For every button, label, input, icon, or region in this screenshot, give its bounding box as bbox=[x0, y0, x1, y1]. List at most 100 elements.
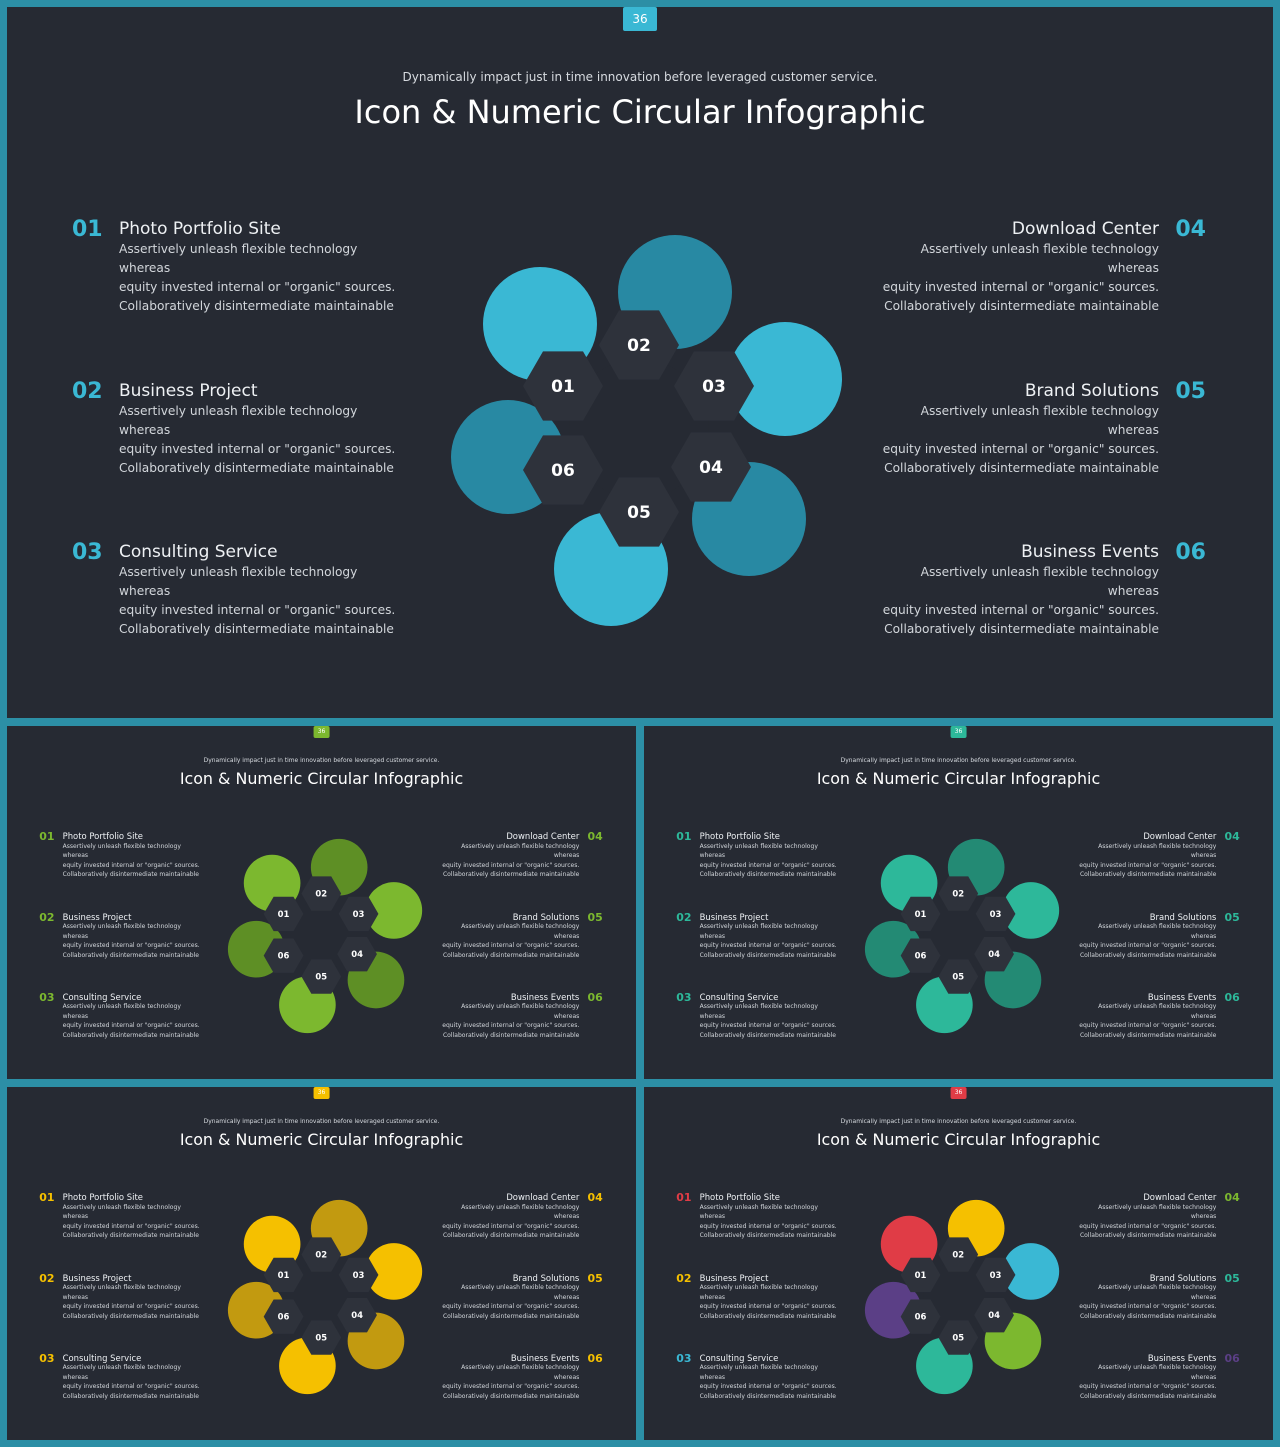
item-title: Consulting Service bbox=[119, 542, 278, 562]
item-06: 06 Business Events Assertively unleash fle… bbox=[869, 540, 1206, 636]
hexagon-shape bbox=[938, 876, 978, 912]
item-title: Business Events bbox=[510, 1352, 580, 1363]
hexagon-shape bbox=[900, 897, 941, 932]
item-number: 04 bbox=[1175, 217, 1206, 242]
slide-subtitle: Dynamically impact just in time innovati… bbox=[840, 1118, 1077, 1126]
item-number: 05 bbox=[1175, 379, 1206, 404]
hexagon-shape bbox=[938, 959, 978, 995]
hexagon-shape bbox=[523, 351, 603, 421]
item-number: 02 bbox=[39, 1271, 55, 1285]
hexagon-shape bbox=[671, 432, 751, 502]
item-description: Assertively unleash flexible technology … bbox=[1079, 1284, 1217, 1320]
hexagon-label: 02 bbox=[952, 889, 964, 899]
hexagon-shape bbox=[973, 937, 1014, 972]
item-number: 06 bbox=[587, 1351, 603, 1365]
hexagon-shape bbox=[900, 1299, 941, 1335]
item-title: Business Events bbox=[1147, 1352, 1217, 1363]
petal-03 bbox=[1002, 1243, 1059, 1301]
item-description: Assertively unleash flexible technology … bbox=[699, 1203, 837, 1240]
item-number: 05 bbox=[587, 910, 603, 924]
hexagon-label: 04 bbox=[988, 1311, 1000, 1321]
item-04: 04 Download Center Assertively unleash fle… bbox=[869, 217, 1206, 313]
slide-blue: 36 Dynamically impact just in time innova… bbox=[7, 7, 1273, 718]
hexagon-shape bbox=[973, 1298, 1014, 1333]
item-title: Download Center bbox=[1143, 1192, 1217, 1203]
hexagon-05: 05 bbox=[301, 959, 341, 995]
hexagon-shape bbox=[599, 477, 679, 547]
item-description: Assertively unleash flexible technology … bbox=[699, 1364, 837, 1400]
hexagon-02: 02 bbox=[938, 876, 978, 912]
hexagon-label: 06 bbox=[914, 1312, 926, 1322]
item-06: 06 Business Events Assertively unleash fle… bbox=[435, 991, 602, 1039]
item-number: 03 bbox=[39, 990, 55, 1004]
hexagon-label: 05 bbox=[315, 972, 327, 982]
item-number: 02 bbox=[72, 379, 103, 404]
hexagon-shape bbox=[336, 937, 377, 972]
item-title: Business Events bbox=[1021, 542, 1159, 562]
item-06: 06 Business Events Assertively unleash fle… bbox=[435, 1351, 603, 1400]
slide-title: Icon & Numeric Circular Infographic bbox=[816, 1129, 1101, 1149]
hexagon-label: 01 bbox=[277, 1270, 289, 1280]
item-description: Assertively unleash flexible technology … bbox=[119, 242, 396, 313]
slide-green: 36 Dynamically impact just in time innova… bbox=[7, 726, 636, 1079]
item-number: 03 bbox=[72, 540, 103, 565]
item-description: Assertively unleash flexible technology … bbox=[62, 923, 200, 959]
hexagon-label: 04 bbox=[699, 458, 723, 478]
slide-teal: 36 Dynamically impact just in time innova… bbox=[644, 726, 1273, 1079]
hexagon-04: 04 bbox=[336, 937, 377, 972]
hexagon-06: 06 bbox=[263, 1299, 304, 1335]
hexagon-05: 05 bbox=[301, 1320, 341, 1356]
item-title: Download Center bbox=[506, 831, 580, 842]
hexagon-06: 06 bbox=[900, 938, 941, 974]
item-number: 04 bbox=[1224, 830, 1240, 844]
item-01: 01 Photo Portfolio Site Assertively unleas… bbox=[39, 1191, 206, 1239]
item-title: Consulting Service bbox=[699, 1352, 779, 1363]
item-number: 05 bbox=[587, 1271, 603, 1285]
hexagon-shape bbox=[900, 1258, 941, 1293]
item-title: Consulting Service bbox=[62, 1352, 142, 1363]
hexagon-04: 04 bbox=[671, 432, 751, 502]
item-number: 06 bbox=[1175, 540, 1206, 565]
page-number-badge: 36 bbox=[950, 1087, 967, 1099]
slide-subtitle: Dynamically impact just in time innovati… bbox=[203, 757, 440, 765]
item-05: 05 Brand Solutions Assertively unleash fle… bbox=[869, 379, 1206, 475]
item-title: Brand Solutions bbox=[512, 1272, 580, 1283]
hexagon-shape bbox=[263, 897, 304, 932]
hexagon-05: 05 bbox=[938, 1320, 978, 1356]
hexagon-shape bbox=[301, 876, 341, 912]
item-description: Assertively unleash flexible technology … bbox=[699, 923, 837, 959]
hexagon-label: 03 bbox=[702, 377, 726, 397]
hexagon-shape bbox=[938, 1320, 978, 1356]
hexagon-01: 01 bbox=[900, 1258, 941, 1293]
hexagon-shape bbox=[523, 435, 603, 505]
hexagon-shape bbox=[338, 1258, 379, 1293]
hexagon-label: 01 bbox=[277, 909, 289, 919]
item-number: 02 bbox=[39, 910, 55, 924]
hexagon-label: 04 bbox=[351, 1311, 363, 1321]
hexagon-05: 05 bbox=[599, 477, 679, 547]
hexagon-01: 01 bbox=[263, 897, 304, 932]
item-description: Assertively unleash flexible technology … bbox=[119, 404, 396, 475]
circular-infographic: 01 02 03 04 05 06 bbox=[227, 839, 422, 1034]
slide-subtitle: Dynamically impact just in time innovati… bbox=[203, 1118, 440, 1126]
item-02: 02 Business Project Assertively unleash fl… bbox=[72, 379, 409, 475]
petal-03 bbox=[365, 1243, 422, 1301]
item-02: 02 Business Project Assertively unleash fl… bbox=[676, 911, 843, 959]
slide-title: Icon & Numeric Circular Infographic bbox=[179, 1129, 464, 1149]
hexagon-06: 06 bbox=[523, 435, 603, 505]
page-number-badge: 36 bbox=[950, 726, 967, 738]
item-02: 02 Business Project Assertively unleash fl… bbox=[39, 1271, 206, 1320]
item-03: 03 Consulting Service Assertively unleash … bbox=[676, 991, 843, 1039]
item-description: Assertively unleash flexible technology … bbox=[62, 1203, 200, 1240]
hexagon-03: 03 bbox=[975, 1258, 1016, 1293]
item-title: Brand Solutions bbox=[1149, 1272, 1217, 1283]
item-number: 01 bbox=[39, 830, 55, 844]
item-description: Assertively unleash flexible technology … bbox=[119, 565, 396, 636]
item-title: Brand Solutions bbox=[512, 911, 580, 922]
slide-multicolor: 36 Dynamically impact just in time innova… bbox=[644, 1087, 1273, 1440]
item-title: Photo Portfolio Site bbox=[62, 831, 143, 842]
hexagon-label: 06 bbox=[914, 951, 926, 961]
item-title: Consulting Service bbox=[699, 991, 779, 1002]
item-02: 02 Business Project Assertively unleash fl… bbox=[39, 910, 206, 959]
item-description: Assertively unleash flexible technology … bbox=[1079, 1364, 1217, 1400]
